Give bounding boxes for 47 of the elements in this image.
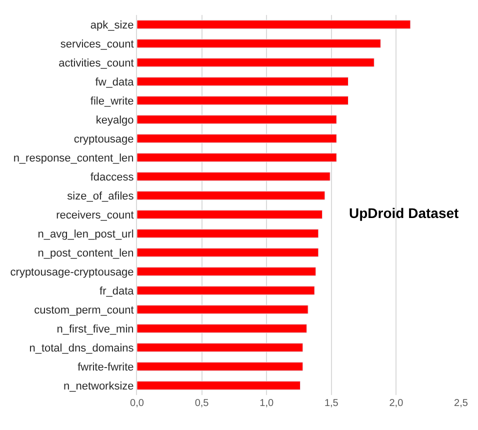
bar	[137, 152, 337, 162]
bar	[137, 114, 337, 124]
bar	[137, 58, 374, 68]
x-tick-label: 2,5	[454, 398, 468, 409]
y-tick-label: n_networksize	[63, 380, 134, 392]
x-tick-label: 0,5	[194, 398, 210, 409]
y-tick-label: fwrite-fwrite	[78, 361, 134, 374]
y-tick-label: n_total_dns_domains	[29, 342, 134, 354]
bar	[137, 266, 316, 276]
bar	[137, 38, 381, 48]
y-tick-label: cryptousage-cryptousage	[10, 266, 134, 278]
bar	[137, 286, 315, 296]
bar	[137, 20, 411, 30]
y-tick-label: custom_perm_count	[34, 304, 134, 316]
x-tick-label: 1,0	[260, 398, 274, 409]
bar	[137, 342, 304, 352]
bar	[137, 210, 323, 220]
y-tick-label: fr_data	[100, 285, 135, 298]
annotation: UpDroid Dataset	[349, 205, 460, 221]
bar	[137, 172, 330, 182]
bar	[137, 304, 308, 314]
bar	[137, 380, 301, 390]
y-tick-label: cryptousage	[74, 133, 134, 146]
bar	[137, 248, 319, 258]
bar	[137, 228, 319, 238]
y-tick-label: size_of_afiles	[67, 190, 134, 202]
y-tick-label: keyalgo	[96, 114, 134, 126]
bar	[137, 76, 348, 86]
bar	[137, 324, 308, 334]
x-tick-label: 2,0	[389, 398, 404, 409]
y-tick-label: fdaccess	[90, 171, 134, 184]
y-tick-label: receivers_count	[56, 209, 134, 222]
bar	[137, 190, 326, 200]
bar	[137, 134, 337, 144]
y-tick-label: fw_data	[95, 76, 135, 88]
y-tick-label: activities_count	[58, 57, 134, 70]
y-tick-label: apk_size	[90, 19, 134, 32]
y-tick-label: n_post_content_len	[38, 247, 134, 260]
bar	[137, 362, 304, 372]
bar	[137, 96, 348, 106]
y-tick-label: n_first_five_min	[56, 323, 134, 336]
y-tick-label: services_count	[60, 38, 134, 50]
x-tick-label: 1,5	[324, 398, 339, 409]
x-tick-label: 0,0	[130, 398, 144, 409]
y-tick-label: n_avg_len_post_url	[38, 228, 134, 240]
y-tick-label: file_write	[90, 95, 134, 108]
y-tick-label: n_response_content_len	[13, 152, 134, 164]
